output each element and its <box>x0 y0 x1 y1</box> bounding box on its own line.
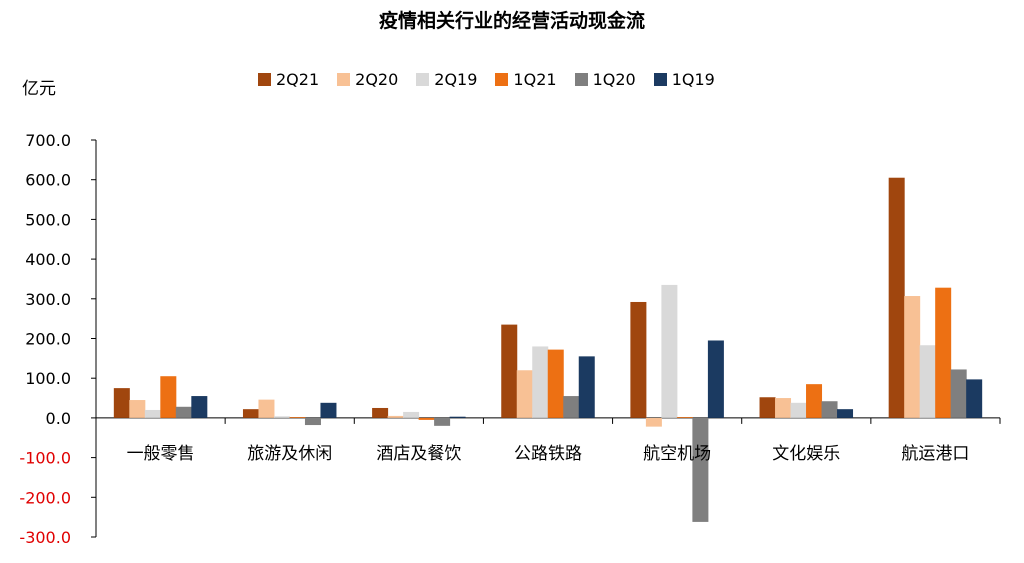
y-tick-label: 500.0 <box>25 210 71 229</box>
bar-1q19-3 <box>578 356 595 418</box>
legend: 2Q21 2Q20 2Q19 1Q21 1Q20 1Q19 <box>258 70 733 89</box>
x-category-label: 航空机场 <box>643 444 711 464</box>
bar-1q20-5 <box>821 401 838 418</box>
y-tick-label: 600.0 <box>25 171 71 190</box>
bar-2q19-3 <box>532 346 549 418</box>
legend-label: 1Q19 <box>671 70 715 89</box>
legend-label: 1Q20 <box>592 70 636 89</box>
bar-1q21-3 <box>547 349 564 418</box>
bar-2q20-4 <box>645 417 662 427</box>
legend-label: 1Q21 <box>513 70 557 89</box>
legend-item-2q20: 2Q20 <box>337 70 398 89</box>
bar-1q20-2 <box>434 417 451 426</box>
legend-swatch <box>574 73 588 86</box>
bar-2q21-3 <box>501 324 518 418</box>
bar-2q21-2 <box>372 407 389 418</box>
legend-item-2q21: 2Q21 <box>258 70 319 89</box>
bar-1q21-4 <box>676 417 693 418</box>
y-tick-label: 300.0 <box>25 290 71 309</box>
y-tick-label: 400.0 <box>25 250 71 269</box>
y-tick-label: -100.0 <box>19 449 71 468</box>
y-tick-label: 700.0 <box>25 131 71 150</box>
bar-1q19-6 <box>966 379 983 418</box>
x-category-label: 航运港口 <box>901 444 969 464</box>
bar-1q19-1 <box>320 402 337 418</box>
bar-1q20-3 <box>563 396 580 418</box>
bar-2q20-6 <box>904 296 921 418</box>
bar-2q20-0 <box>129 400 146 418</box>
bar-1q21-2 <box>418 417 435 420</box>
x-category-label: 酒店及餐饮 <box>376 444 461 464</box>
legend-swatch <box>337 73 351 86</box>
bar-2q19-1 <box>273 416 290 418</box>
bar-1q19-5 <box>837 409 854 418</box>
bar-1q21-6 <box>935 287 952 418</box>
y-tick-label: -300.0 <box>19 528 71 547</box>
bar-2q21-1 <box>242 409 259 418</box>
bar-2q19-6 <box>919 345 936 418</box>
bar-2q20-1 <box>258 399 275 418</box>
y-axis-unit-label: 亿元 <box>22 79 56 99</box>
bar-2q19-2 <box>403 411 420 418</box>
bar-2q19-0 <box>144 409 161 418</box>
bar-2q20-5 <box>775 398 792 418</box>
bar-1q20-6 <box>950 369 967 418</box>
bar-1q20-1 <box>304 417 321 426</box>
x-category-label: 一般零售 <box>127 444 195 464</box>
bar-2q21-6 <box>888 177 905 418</box>
legend-item-2q19: 2Q19 <box>416 70 477 89</box>
y-tick-label: 200.0 <box>25 330 71 349</box>
legend-label: 2Q19 <box>434 70 478 89</box>
bar-2q19-4 <box>661 284 678 418</box>
legend-swatch <box>495 73 509 86</box>
bar-1q19-4 <box>707 340 724 418</box>
bar-2q20-3 <box>516 370 533 418</box>
legend-label: 2Q21 <box>276 70 320 89</box>
legend-swatch <box>653 73 667 86</box>
legend-swatch <box>258 73 271 86</box>
bar-1q20-0 <box>175 406 192 418</box>
legend-swatch <box>416 73 430 86</box>
bar-2q20-2 <box>387 415 404 418</box>
bar-1q21-0 <box>160 376 177 418</box>
x-category-label: 公路铁路 <box>514 444 582 464</box>
bar-1q21-1 <box>289 417 306 418</box>
legend-item-1q21: 1Q21 <box>495 70 557 89</box>
bar-1q19-0 <box>191 396 208 418</box>
x-category-label: 旅游及休闲 <box>247 444 332 464</box>
legend-item-1q20: 1Q20 <box>574 70 636 89</box>
chart-title: 疫情相关行业的经营活动现金流 <box>378 10 645 32</box>
legend-item-1q19: 1Q19 <box>653 70 715 89</box>
bar-1q21-5 <box>806 384 823 418</box>
bar-1q20-4 <box>692 417 709 522</box>
y-tick-label: -200.0 <box>19 488 71 507</box>
y-tick-label: 0.0 <box>46 409 71 428</box>
bar-2q21-4 <box>630 301 647 418</box>
y-tick-label: 100.0 <box>25 369 71 388</box>
bar-2q21-0 <box>113 388 130 418</box>
bar-2q21-5 <box>759 397 776 418</box>
bar-2q19-5 <box>790 402 807 418</box>
legend-label: 2Q20 <box>355 70 399 89</box>
x-category-label: 文化娱乐 <box>772 444 840 464</box>
bar-1q19-2 <box>449 416 466 418</box>
